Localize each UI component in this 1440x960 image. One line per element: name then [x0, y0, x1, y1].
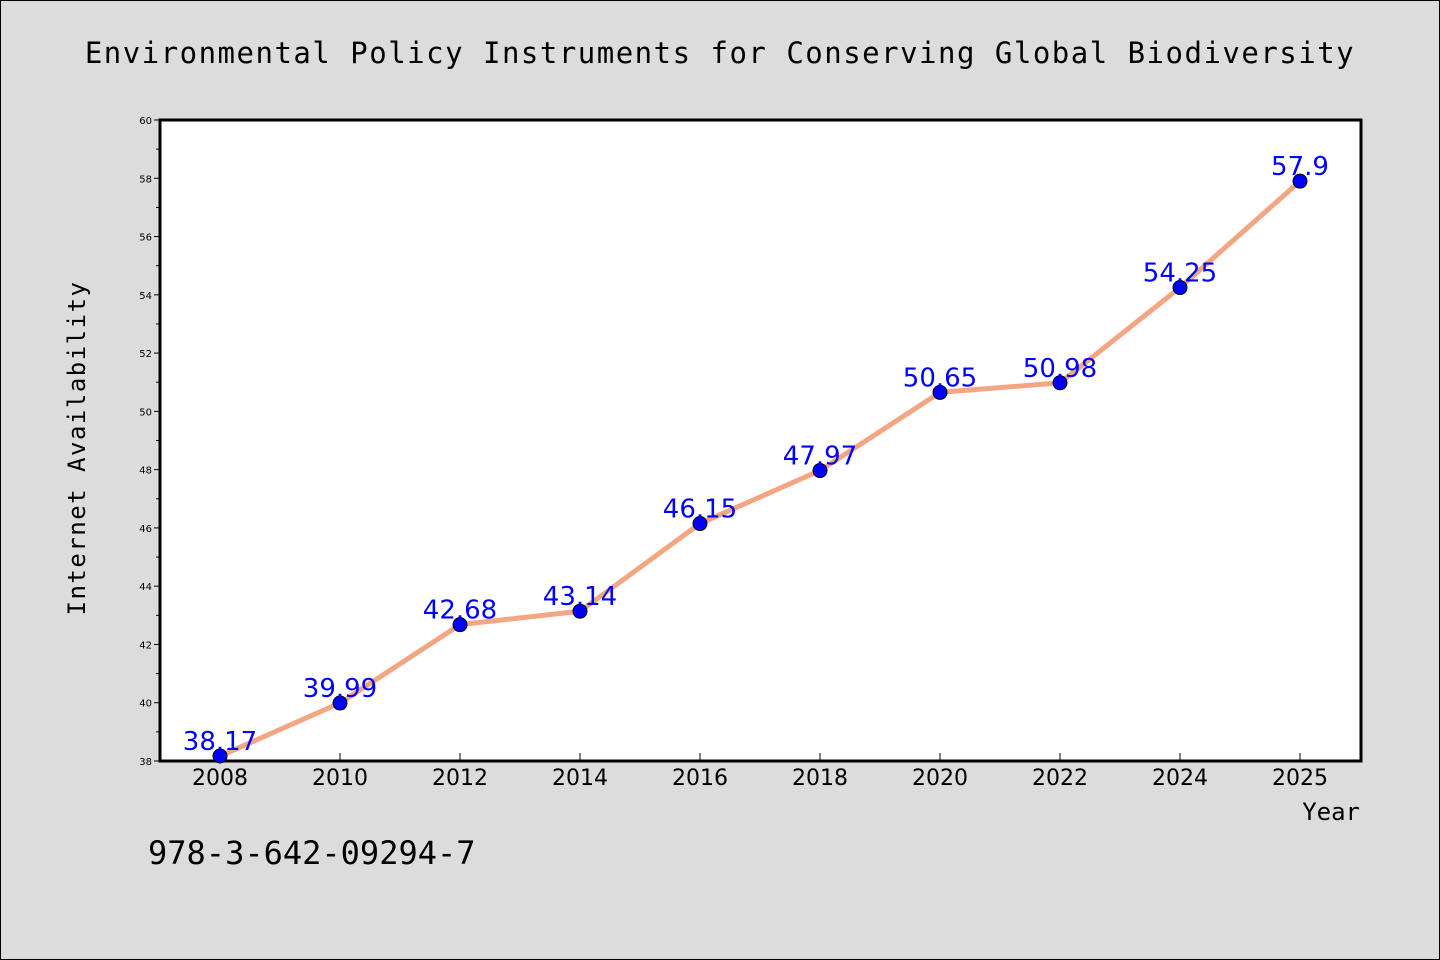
y-axis-ticks: 38 40 42 44 46 48 50 52 54 56 58 60	[139, 116, 160, 768]
data-label: 50.65	[903, 363, 977, 393]
data-label: 38.17	[183, 727, 257, 757]
data-point	[1172, 280, 1188, 296]
x-tick-label: 2014	[552, 766, 608, 791]
data-point	[692, 516, 708, 532]
data-point	[812, 463, 828, 479]
y-tick-label: 58	[139, 174, 152, 185]
data-label: 46.15	[663, 495, 737, 525]
x-tick-label: 2010	[312, 766, 368, 791]
y-tick-label: 56	[139, 233, 152, 244]
data-label: 47.97	[783, 442, 857, 472]
y-tick-label: 42	[139, 640, 152, 651]
y-tick-label: 40	[139, 699, 152, 710]
series-line	[217, 178, 1303, 759]
y-tick-label: 54	[139, 291, 152, 302]
data-markers	[212, 173, 1308, 764]
y-tick-label: 48	[139, 466, 152, 477]
data-label: 50.98	[1023, 354, 1097, 384]
data-label: 54.25	[1143, 259, 1217, 289]
data-point	[932, 384, 948, 400]
x-axis-label: Year	[1302, 798, 1360, 826]
chart-title: Environmental Policy Instruments for Con…	[85, 36, 1355, 70]
x-tick-label: 2016	[672, 766, 728, 791]
x-tick-label: 2008	[192, 766, 248, 791]
y-tick-label: 44	[139, 582, 152, 593]
data-point	[1292, 173, 1308, 189]
data-label: 42.68	[423, 596, 497, 626]
y-tick-label: 46	[139, 524, 152, 535]
x-tick-label: 2022	[1032, 766, 1088, 791]
x-axis-ticks: 2008 2010 2012 2014 2016 2018 2020 2022 2024 2025	[192, 753, 1328, 791]
data-label: 57.9	[1271, 152, 1329, 182]
plot-area	[158, 118, 1363, 763]
y-tick-label: 52	[139, 349, 152, 360]
data-point	[572, 603, 588, 619]
data-point	[452, 617, 468, 633]
data-label: 39.99	[303, 674, 377, 704]
y-tick-label: 60	[139, 116, 152, 127]
data-point	[212, 748, 228, 764]
data-point	[1052, 375, 1068, 391]
y-axis-label: Internet Availability	[63, 281, 91, 616]
y-tick-label: 38	[139, 757, 152, 768]
data-value-labels: 38.17 39.99 42.68 43.14 46.15 47.97 50.65 50.98…	[183, 152, 1329, 757]
data-point	[332, 695, 348, 711]
y-tick-label: 50	[139, 407, 152, 418]
x-tick-label: 2025	[1272, 766, 1328, 791]
x-tick-label: 2012	[432, 766, 488, 791]
x-tick-label: 2020	[912, 766, 968, 791]
x-tick-label: 2018	[792, 766, 848, 791]
x-tick-label: 2024	[1152, 766, 1208, 791]
data-label: 43.14	[543, 582, 617, 612]
isbn-text: 978-3-642-09294-7	[148, 834, 476, 872]
